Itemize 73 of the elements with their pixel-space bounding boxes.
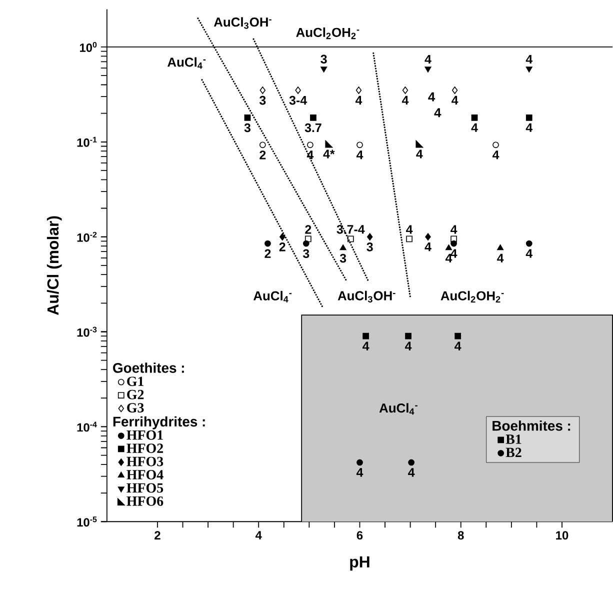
annotation: 4	[428, 92, 436, 102]
x-tick-label: 10	[556, 531, 568, 540]
annotation: 4	[492, 150, 500, 160]
annotation: 4	[452, 96, 458, 105]
y-tick-label: 10$^{-2}$	[77, 232, 97, 242]
x-tick-label: 8	[458, 531, 464, 540]
annotation: 4	[306, 150, 314, 160]
legend-label: B1	[506, 434, 522, 444]
annotation: 4*	[323, 150, 335, 158]
x-axis-title: pH	[350, 556, 370, 571]
annotation: AuCl$_{3}$OH$^{-}$	[338, 291, 396, 303]
annotation: 3	[259, 96, 266, 105]
annotation: Goethites :	[113, 362, 184, 374]
legend-label: G1	[127, 376, 144, 386]
y-axis-title: Au/Cl (molar)	[46, 216, 62, 316]
annotation: AuCl$_{2}$OH$_{2}$-	[296, 28, 360, 40]
y-tick-label: 10$^{-1}$	[77, 137, 97, 148]
annotation: 4	[497, 254, 504, 263]
annotation: 3	[366, 242, 373, 252]
annotation: 4	[355, 96, 362, 105]
x-tick-label: 6	[356, 531, 363, 540]
annotation: 4	[402, 96, 409, 105]
annotation: 4	[406, 225, 413, 234]
legend-label: HFO2	[126, 444, 163, 454]
y-tick-label: 10$^{-4}$	[77, 422, 97, 432]
annotation: 4	[450, 225, 458, 234]
annotation: AuCl$_{4}$-	[253, 291, 292, 303]
annotation: AuCl$_{2}$OH$_{2}$-	[440, 291, 504, 303]
annotation: Boehmites :	[492, 420, 570, 431]
annotation: 3	[244, 124, 250, 132]
annotation: 4	[526, 55, 533, 64]
annotation: 4	[471, 124, 478, 132]
annotation: AuCl$_{4}$-	[168, 57, 206, 69]
annotation: 3.7	[304, 124, 322, 132]
legend-label: HFO6	[126, 496, 164, 506]
annotation: 4	[356, 468, 364, 477]
annotation: AuCl$_{3}$OH$^{-}$	[214, 17, 272, 30]
x-tick-label: 2	[154, 531, 160, 540]
legend-label: G3	[127, 403, 144, 413]
y-tick-label: 10$^{-3}$	[77, 326, 97, 337]
annotation: 2	[264, 249, 271, 258]
legend-label: G2	[127, 390, 144, 400]
annotation: 4	[405, 342, 412, 351]
annotation: 4	[526, 249, 533, 258]
annotation: 4	[356, 150, 364, 160]
y-tick-label: 10$^{0}$	[80, 42, 97, 52]
annotation: 3-4	[289, 96, 307, 105]
annotation: AuCl$_{4}$-	[379, 403, 418, 415]
annotation: 3.7-4	[336, 225, 365, 234]
annotation: 3	[340, 254, 346, 263]
x-tick-label: 4	[255, 531, 262, 540]
annotation: 4	[454, 342, 462, 351]
legend-label: HFO3	[126, 457, 164, 466]
annotation: 4	[424, 242, 432, 252]
annotation: 4	[408, 468, 415, 477]
annotation: 4	[424, 55, 432, 64]
legend-label: HFO5	[126, 483, 164, 493]
annotation: 2	[279, 242, 286, 252]
annotation: Ferrihydrites :	[113, 416, 205, 430]
annotation: 4	[362, 342, 370, 351]
annotation: 4	[445, 254, 452, 263]
legend-label: HFO4	[126, 470, 164, 480]
legend-label: HFO1	[126, 430, 163, 440]
legend-label: B2	[506, 448, 522, 458]
annotation: 2	[260, 150, 266, 160]
annotation: 2	[305, 225, 312, 234]
annotation: 4	[416, 150, 423, 158]
annotation: 3	[320, 54, 327, 64]
annotation: 4	[450, 249, 458, 258]
annotation: 4	[434, 108, 442, 118]
y-tick-label: 10$^{-5}$	[77, 516, 97, 527]
annotation: 3	[302, 249, 310, 258]
annotation: 4	[526, 124, 533, 132]
